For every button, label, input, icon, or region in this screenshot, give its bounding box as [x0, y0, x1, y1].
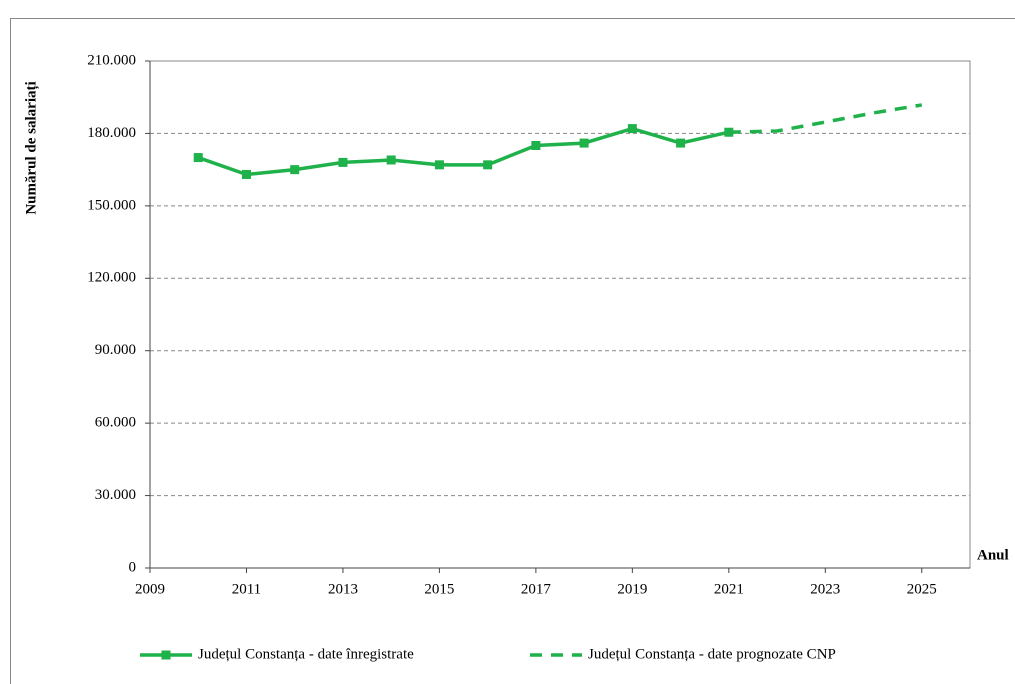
- y-tick-label: 60.000: [95, 415, 136, 431]
- x-tick-label: 2017: [521, 581, 552, 597]
- point: [676, 138, 686, 148]
- point: [386, 155, 396, 165]
- x-tick-label: 2021: [714, 581, 744, 597]
- y-tick-label: 90.000: [95, 342, 136, 358]
- chart-frame: [10, 18, 1015, 684]
- y-axis-label: Numărul de salariați: [23, 81, 39, 214]
- x-tick-label: 2015: [424, 581, 454, 597]
- point: [241, 169, 251, 179]
- point: [531, 141, 541, 150]
- y-tick-label: 30.000: [95, 487, 136, 503]
- legend-marker: [161, 650, 171, 660]
- legend-label: Județul Constanța - date înregistrate: [198, 646, 414, 662]
- y-tick-label: 120.000: [87, 270, 136, 286]
- point: [434, 160, 444, 170]
- x-tick-label: 2023: [810, 581, 840, 597]
- x-tick-label: 2009: [135, 581, 165, 597]
- point: [627, 124, 637, 134]
- y-tick-label: 0: [129, 559, 137, 575]
- x-tick-label: 2013: [328, 581, 358, 597]
- x-tick-label: 2025: [907, 581, 937, 597]
- x-tick-label: 2019: [617, 581, 647, 597]
- y-tick-label: 180.000: [87, 125, 136, 141]
- point: [193, 153, 203, 163]
- point: [483, 160, 493, 170]
- point: [338, 157, 348, 167]
- point: [579, 138, 589, 148]
- series-line: [197, 126, 730, 177]
- y-tick-label: 210.000: [87, 52, 136, 68]
- series-line: [728, 103, 923, 134]
- legend-label: Județul Constanța - date prognozate CNP: [588, 646, 836, 662]
- x-tick-label: 2011: [232, 581, 261, 597]
- x-axis-label: Anul: [977, 547, 1009, 563]
- y-tick-label: 150.000: [87, 197, 136, 213]
- point: [290, 165, 300, 175]
